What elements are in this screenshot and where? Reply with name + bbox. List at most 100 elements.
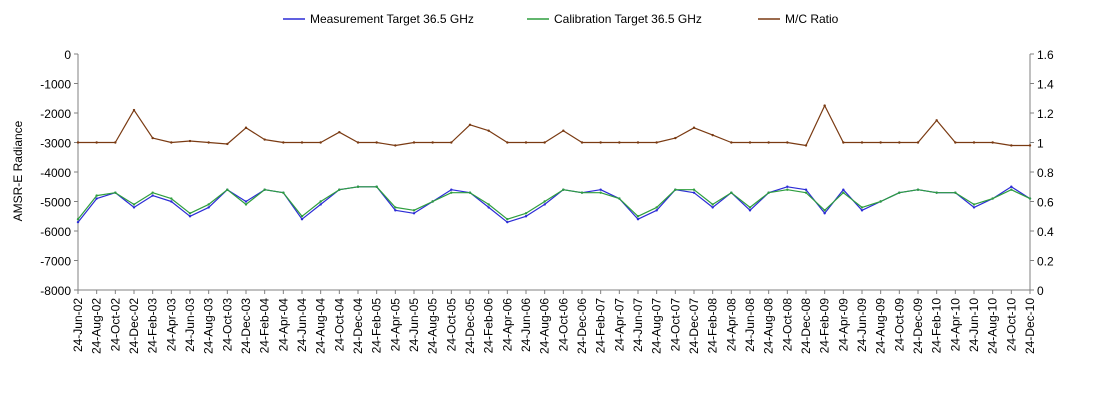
data-point-1	[860, 206, 864, 209]
data-point-2	[151, 136, 154, 140]
data-point-2	[282, 141, 285, 144]
data-point-1	[151, 191, 154, 194]
data-point-1	[991, 197, 994, 200]
x-tick-label: 24-Apr-04	[276, 298, 290, 352]
x-tick-label: 24-Dec-06	[575, 298, 589, 354]
x-tick-label: 24-Feb-10	[930, 298, 944, 354]
data-point-1	[506, 218, 509, 221]
data-point-2	[991, 141, 994, 144]
x-tick-label: 24-Oct-05	[444, 298, 458, 352]
data-point-1	[767, 191, 770, 194]
data-point-0	[300, 218, 304, 221]
x-tick-label: 24-Oct-04	[332, 298, 346, 352]
data-point-0	[244, 200, 248, 203]
data-point-2	[916, 141, 920, 144]
data-point-1	[394, 206, 397, 209]
x-tick-label: 24-Aug-09	[874, 298, 888, 354]
x-tick-label: 24-Jun-03	[183, 298, 197, 352]
data-point-0	[804, 188, 808, 191]
data-point-1	[692, 188, 696, 191]
x-tick-label: 24-Jun-04	[295, 298, 309, 352]
data-point-2	[170, 141, 173, 144]
data-point-1	[524, 212, 528, 215]
data-point-2	[599, 141, 602, 144]
data-point-1	[562, 188, 565, 191]
data-point-1	[95, 194, 98, 197]
data-point-0	[319, 203, 322, 206]
x-tick-label: 24-Jun-06	[519, 298, 533, 352]
y-tick-label-right: 1.4	[1037, 78, 1054, 92]
x-tick-label: 24-Dec-05	[463, 298, 477, 354]
x-tick-label: 24-Apr-03	[164, 298, 178, 352]
data-point-1	[338, 188, 341, 191]
y-tick-label-left: -8000	[40, 284, 71, 298]
data-point-0	[170, 200, 173, 203]
data-point-1	[1010, 188, 1013, 191]
x-tick-label: 24-Dec-10	[1023, 298, 1037, 354]
data-point-0	[842, 188, 845, 191]
data-point-2	[431, 141, 434, 144]
y-tick-label-right: 0.6	[1037, 196, 1054, 210]
x-tick-label: 24-Jun-05	[407, 298, 421, 352]
x-tick-label: 24-Aug-08	[762, 298, 776, 354]
series-line-0	[77, 186, 1031, 223]
x-tick-label: 24-Feb-06	[482, 298, 496, 354]
data-point-1	[263, 188, 266, 191]
x-tick-label: 24-Aug-10	[986, 298, 1000, 354]
series-line-2	[78, 104, 1030, 147]
data-point-1	[786, 188, 789, 191]
data-point-0	[636, 218, 640, 221]
data-point-2	[562, 129, 565, 132]
data-point-2	[76, 141, 80, 144]
data-point-2	[506, 141, 509, 144]
data-point-2	[655, 141, 658, 144]
x-tick-label: 24-Dec-04	[351, 298, 365, 354]
plot-area: 0 -1000 -2000 -3000 -4000 -5000 -6000 -7000 -800…	[40, 48, 1054, 354]
x-tick-label: 24-Aug-06	[538, 298, 552, 354]
data-point-2	[394, 144, 397, 147]
x-tick-label: 24-Apr-06	[500, 298, 514, 352]
x-tick-label: 24-Jun-02	[71, 298, 85, 352]
data-point-1	[282, 191, 285, 194]
data-point-0	[95, 197, 98, 200]
x-tick-label: 24-Aug-04	[314, 298, 328, 354]
data-point-1	[450, 191, 453, 194]
x-tick-label: 24-Jun-10	[967, 298, 981, 352]
x-tick-label: 24-Oct-07	[668, 298, 682, 352]
series-line-1	[77, 186, 1031, 220]
data-point-2	[487, 129, 490, 132]
x-tick-label: 24-Dec-09	[911, 298, 925, 354]
data-point-0	[655, 209, 658, 212]
x-tick-label: 24-Jun-09	[855, 298, 869, 352]
y-axis-title: AMSR-E Radiance	[11, 120, 25, 221]
x-tick-label: 24-Dec-02	[127, 298, 141, 354]
data-point-2	[468, 123, 472, 127]
data-point-0	[823, 212, 826, 215]
data-point-2	[767, 141, 770, 144]
data-point-0	[207, 206, 210, 209]
x-tick-label: 24-Oct-06	[556, 298, 570, 352]
data-point-2	[356, 141, 360, 144]
data-point-1	[730, 191, 733, 194]
data-point-0	[748, 209, 752, 212]
data-point-2	[879, 141, 882, 144]
data-point-1	[487, 203, 490, 206]
x-tick-label: 24-Apr-07	[612, 298, 626, 352]
data-point-1	[207, 203, 210, 206]
data-point-2	[95, 141, 98, 144]
data-point-2	[375, 141, 378, 144]
data-point-0	[692, 191, 696, 194]
y-tick-label-right: 0.2	[1037, 255, 1054, 269]
data-point-2	[748, 141, 752, 144]
data-point-2	[319, 141, 322, 144]
y-tick-label-right: 1	[1037, 137, 1044, 151]
data-point-0	[711, 206, 714, 209]
data-point-2	[636, 141, 640, 144]
data-point-1	[132, 203, 136, 206]
data-point-2	[300, 141, 304, 144]
data-point-2	[692, 126, 696, 129]
data-point-1	[114, 191, 117, 194]
data-point-0	[543, 203, 546, 206]
data-point-0	[76, 220, 80, 224]
data-point-1	[954, 191, 957, 194]
